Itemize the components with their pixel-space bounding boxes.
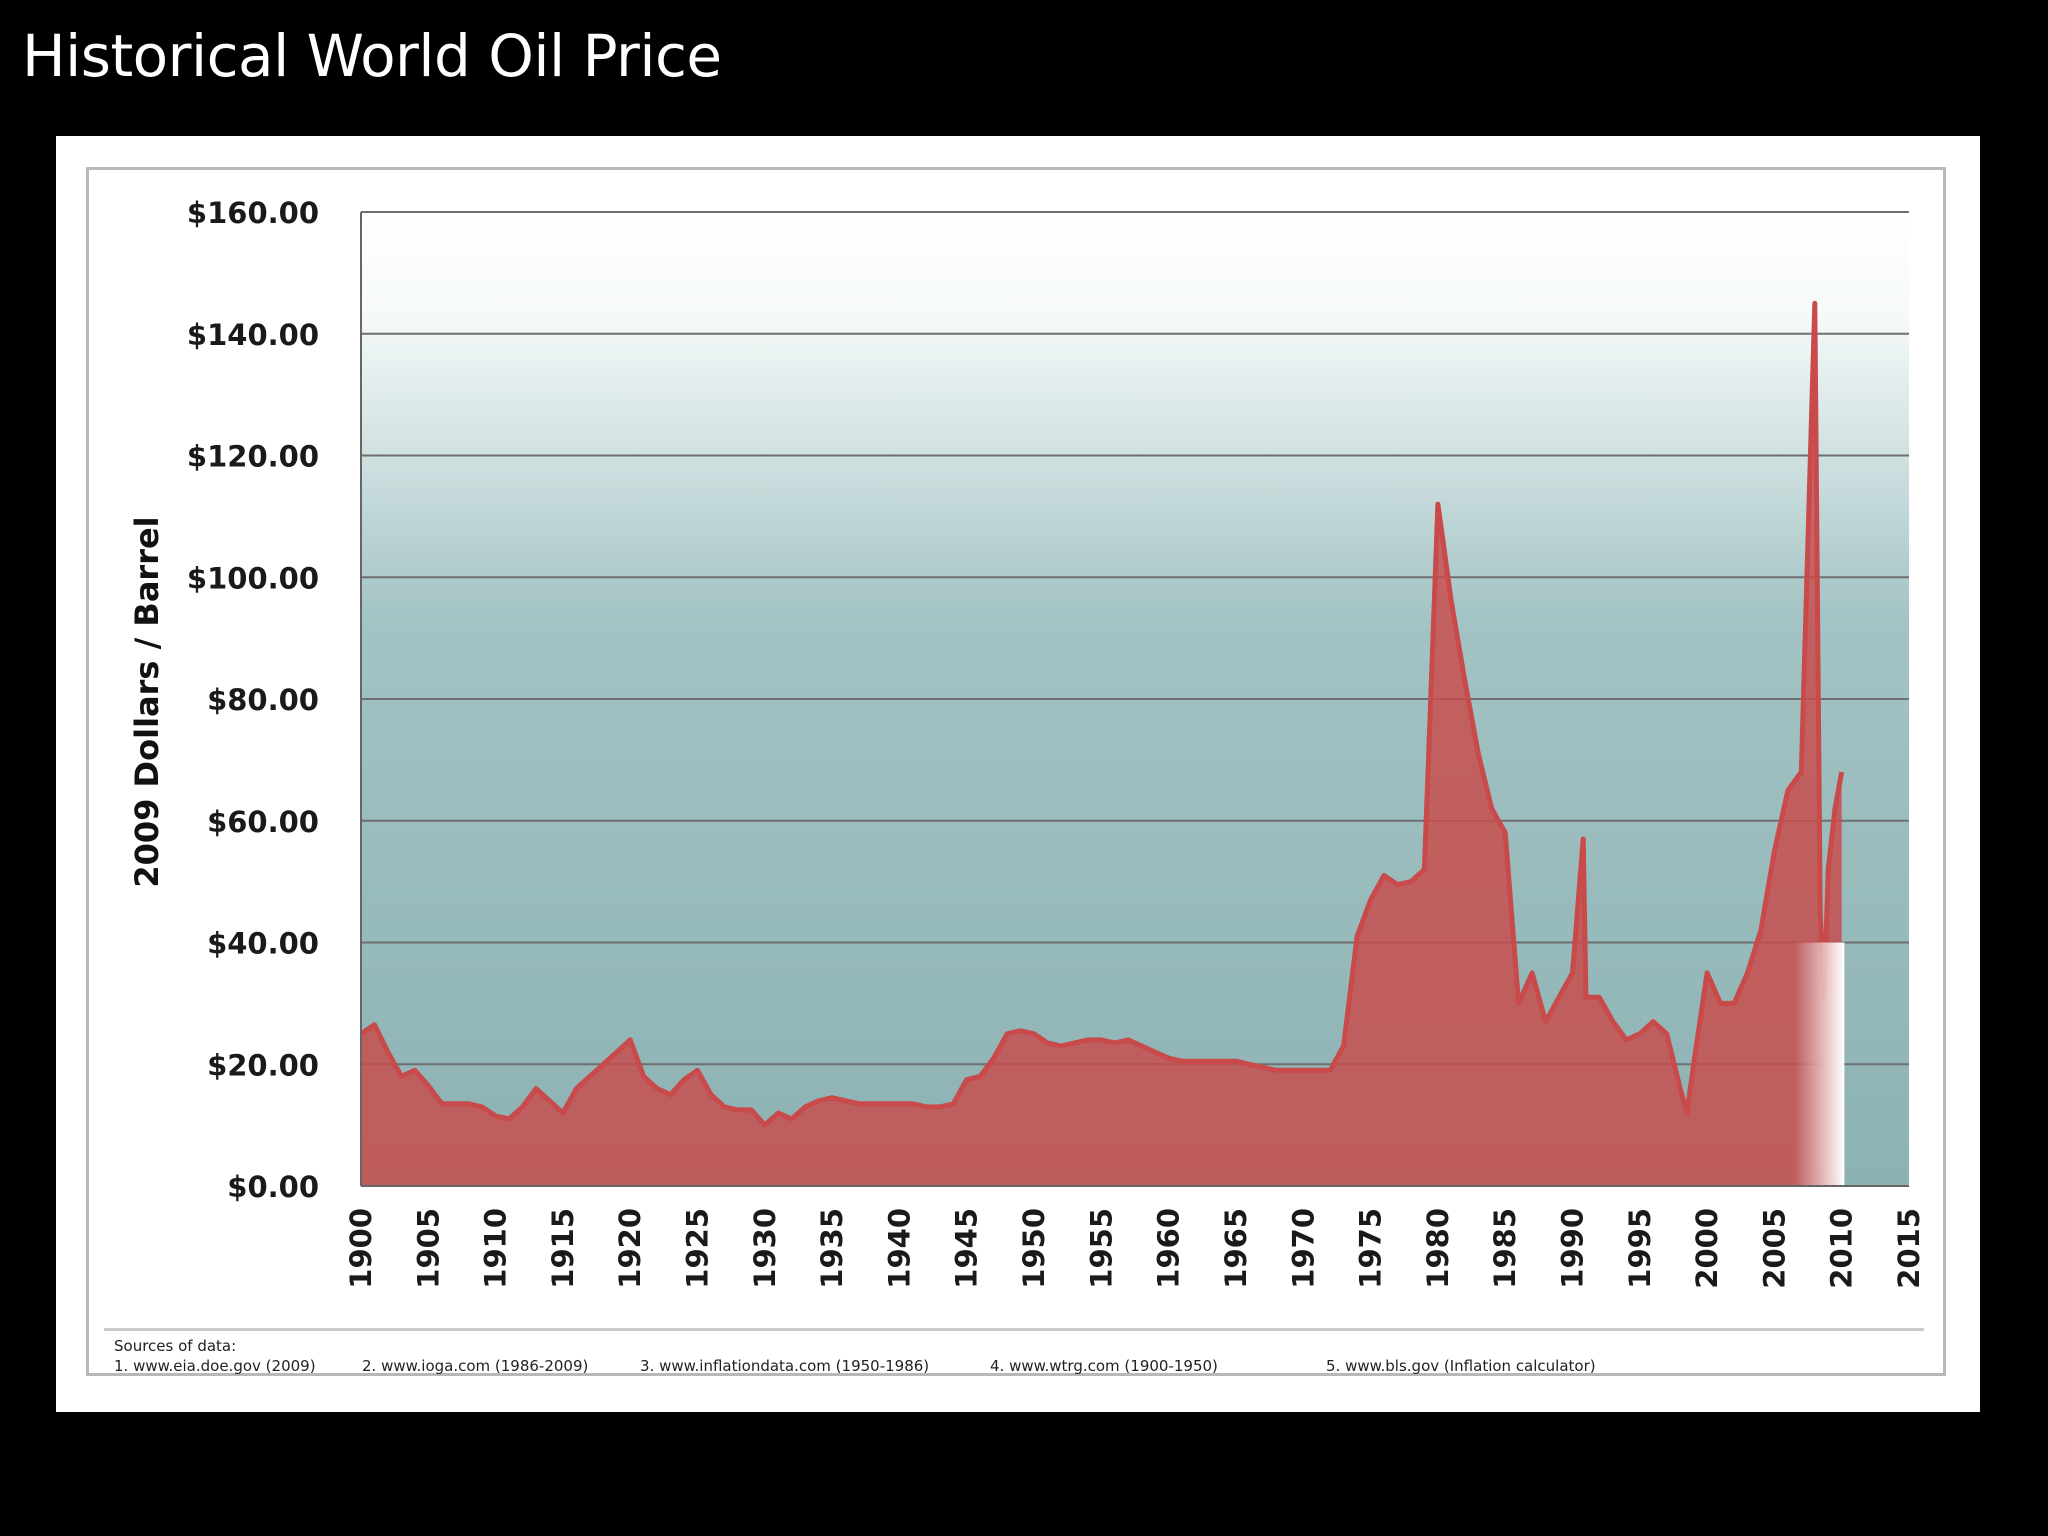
x-tick-label: 1910 — [479, 1208, 513, 1289]
x-tick-label: 1915 — [546, 1208, 580, 1289]
x-tick-label: 1975 — [1354, 1208, 1388, 1289]
x-tick-label: 1920 — [613, 1208, 647, 1289]
x-tick-labels: 1900 1905 1910 1915 1920 1925 1930 1935 1940 1945… — [344, 1208, 1926, 1289]
x-tick-label: 1950 — [1017, 1208, 1051, 1289]
x-tick-label: 1935 — [815, 1208, 849, 1289]
y-tick-label: $0.00 — [227, 1170, 319, 1204]
x-tick-label: 1995 — [1623, 1208, 1657, 1289]
y-tick-label: $100.00 — [187, 561, 319, 595]
source-item: 2. www.ioga.com (1986-2009) — [362, 1357, 589, 1375]
y-tick-label: $140.00 — [187, 318, 319, 352]
oil-price-chart: $0.00 $20.00 $40.00 $60.00 $80.00 $100.00 $120… — [128, 196, 1926, 1289]
axes — [360, 212, 1909, 1187]
source-item: 4. www.wtrg.com (1900-1950) — [990, 1357, 1218, 1375]
x-tick-label: 1945 — [950, 1208, 984, 1289]
y-tick-label: $160.00 — [187, 196, 319, 230]
area-fade-overlay — [1794, 942, 1845, 1186]
x-tick-label: 1990 — [1555, 1208, 1589, 1289]
x-tick-label: 2000 — [1690, 1208, 1724, 1289]
sources-footer: Sources of data: 1. www.eia.doe.gov (200… — [104, 1328, 1924, 1383]
chart-panel: $0.00 $20.00 $40.00 $60.00 $80.00 $100.00 $120… — [56, 136, 1980, 1412]
x-tick-label: 2010 — [1825, 1208, 1859, 1289]
x-tick-label: 1930 — [748, 1208, 782, 1289]
y-tick-labels: $0.00 $20.00 $40.00 $60.00 $80.00 $100.00 $120… — [187, 196, 319, 1204]
y-tick-label: $40.00 — [207, 927, 319, 961]
series-area-fill — [361, 303, 1842, 1186]
series-area — [359, 300, 1845, 1186]
x-tick-label: 1980 — [1421, 1208, 1455, 1289]
y-axis-label: 2009 Dollars / Barrel — [128, 516, 166, 887]
x-tick-label: 2015 — [1892, 1208, 1926, 1289]
x-tick-label: 2005 — [1757, 1208, 1791, 1289]
x-tick-label: 1900 — [344, 1208, 378, 1289]
source-item: 3. www.inflationdata.com (1950-1986) — [640, 1357, 930, 1375]
x-tick-label: 1970 — [1286, 1208, 1320, 1289]
chart-frame — [86, 167, 1946, 1376]
x-tick-label: 1965 — [1219, 1208, 1253, 1289]
y-tick-label: $80.00 — [207, 683, 319, 717]
x-tick-label: 1985 — [1488, 1208, 1522, 1289]
sources-heading: Sources of data: — [114, 1337, 237, 1355]
series-line — [359, 300, 1845, 1128]
y-tick-label: $60.00 — [207, 805, 319, 839]
x-tick-label: 1925 — [681, 1208, 715, 1289]
slide-title: Historical World Oil Price — [22, 22, 722, 90]
x-tick-label: 1940 — [882, 1208, 916, 1289]
source-item: 5. www.bls.gov (Inflation calculator) — [1326, 1357, 1596, 1375]
y-tick-label: $120.00 — [187, 440, 319, 474]
y-tick-label: $20.00 — [207, 1048, 319, 1082]
x-tick-label: 1955 — [1084, 1208, 1118, 1289]
x-tick-label: 1905 — [411, 1208, 445, 1289]
x-tick-label: 1960 — [1152, 1208, 1186, 1289]
source-item: 1. www.eia.doe.gov (2009) — [114, 1357, 316, 1375]
